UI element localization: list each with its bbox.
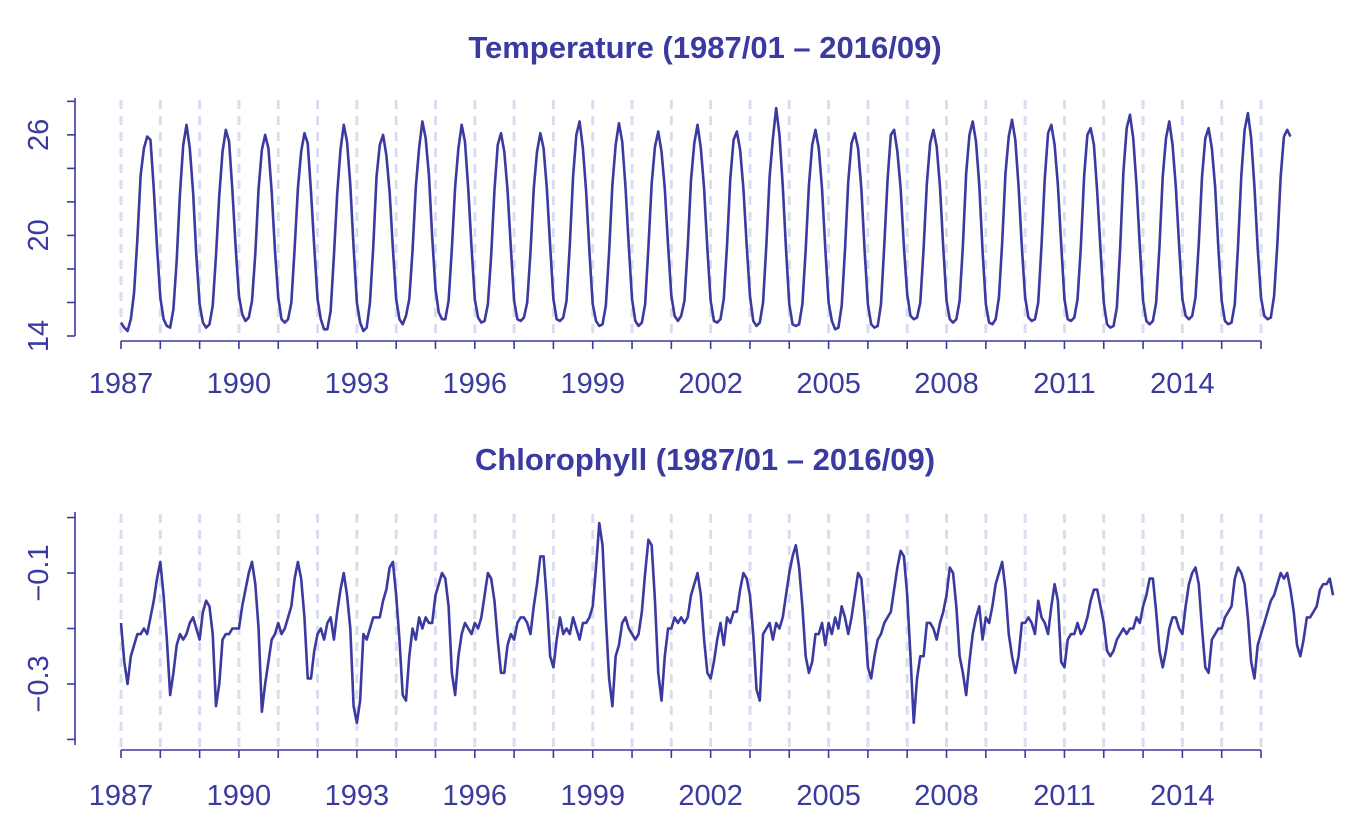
chlorophyll-x-tick-label: 1987 xyxy=(89,780,154,812)
temperature-series-line xyxy=(119,106,1292,333)
temperature-x-tick-label: 1999 xyxy=(560,368,625,400)
chlorophyll-grid xyxy=(119,514,1263,748)
chlorophyll-y-tick-label: −0.3 xyxy=(23,655,55,712)
temperature-y-tick-label: 20 xyxy=(23,219,55,251)
chlorophyll-x-tick-label: 2008 xyxy=(914,780,979,812)
temperature-y-tick-label: 14 xyxy=(23,320,55,352)
chlorophyll-x-tick-label: 1990 xyxy=(207,780,272,812)
temperature-x-tick-label: 1996 xyxy=(443,368,508,400)
temperature-title: Temperature (1987/01 – 2016/09) xyxy=(468,30,941,65)
temperature-x-tick-label: 2002 xyxy=(678,368,743,400)
temperature-panel: Temperature (1987/01 – 2016/09) 1987 1990… xyxy=(23,30,1292,400)
chlorophyll-y-tick-label: −0.1 xyxy=(23,544,55,601)
temperature-x-tick-label: 2014 xyxy=(1150,368,1215,400)
chlorophyll-x-tick-label: 2002 xyxy=(678,780,743,812)
chlorophyll-x-tick-label: 1999 xyxy=(560,780,625,812)
temperature-x-tick-label: 1990 xyxy=(207,368,272,400)
temperature-x-tick-label: 2008 xyxy=(914,368,979,400)
chlorophyll-x-tick-label: 1993 xyxy=(325,780,390,812)
temperature-y-tick-label: 26 xyxy=(23,119,55,151)
chlorophyll-panel: Chlorophyll (1987/01 – 2016/09) 1987 1990… xyxy=(23,442,1335,812)
temperature-x-tick-label: 2011 xyxy=(1033,368,1095,400)
chlorophyll-series-line xyxy=(119,521,1335,725)
chlorophyll-title: Chlorophyll (1987/01 – 2016/09) xyxy=(475,442,935,477)
chlorophyll-axes: 1987 1990 1993 1996 1999 2002 2005 2008 2011 2014… xyxy=(23,512,1262,812)
chlorophyll-x-tick-label: 1996 xyxy=(443,780,508,812)
chlorophyll-x-tick-label: 2005 xyxy=(796,780,861,812)
chlorophyll-x-tick-label: 2011 xyxy=(1033,780,1095,812)
chlorophyll-x-tick-label: 2014 xyxy=(1150,780,1215,812)
chlorophyll-series xyxy=(119,521,1335,725)
temperature-x-tick-label: 1993 xyxy=(325,368,390,400)
temperature-x-tick-label: 2005 xyxy=(796,368,861,400)
temperature-x-tick-label: 1987 xyxy=(89,368,154,400)
temperature-axes: 1987 1990 1993 1996 1999 2002 2005 2008 2011 2014… xyxy=(23,98,1262,400)
temperature-series xyxy=(119,106,1292,333)
